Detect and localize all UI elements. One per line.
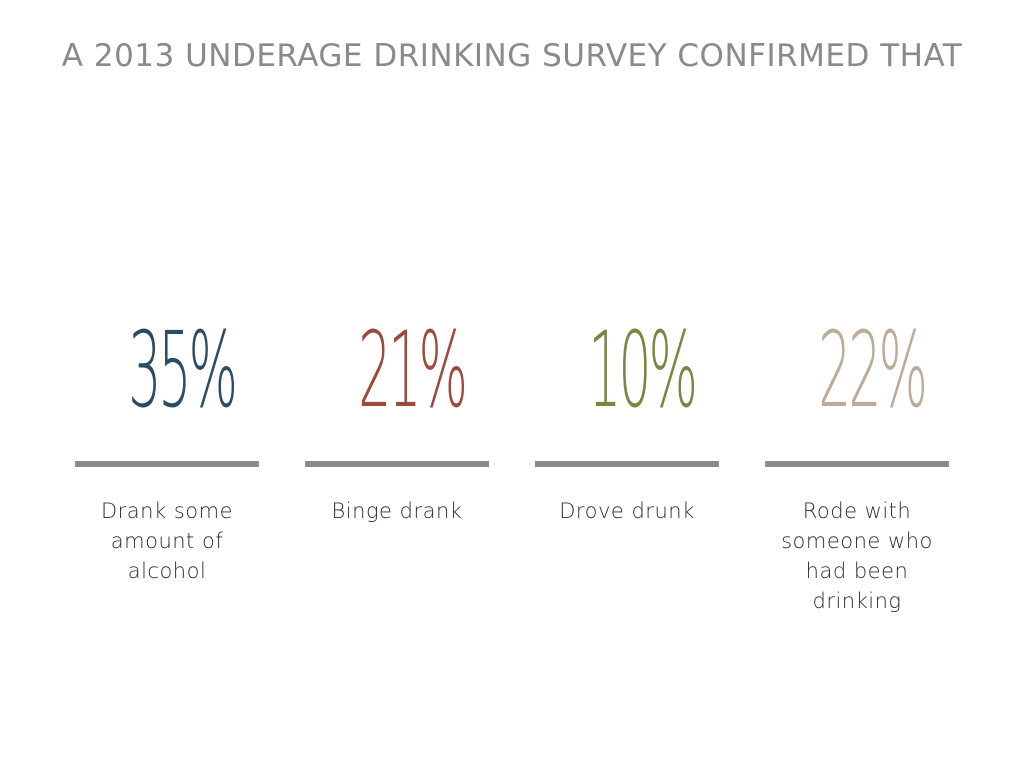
stat-percentage: 21% xyxy=(358,309,468,431)
stat-label: Rode with someone who had been drinking xyxy=(781,499,933,613)
stat-value-container: 35% xyxy=(75,300,259,440)
stat-drank-alcohol: 35% Drank some amount of alcohol xyxy=(75,0,259,768)
stat-value-container: 10% xyxy=(535,300,719,440)
stat-divider xyxy=(765,461,949,467)
stat-label: Binge drank xyxy=(331,499,463,523)
stat-binge-drank: 21% Binge drank xyxy=(305,0,489,768)
stat-label: Drove drunk xyxy=(559,499,695,523)
stat-percentage: 10% xyxy=(588,309,698,431)
stat-rode-with-drinker: 22% Rode with someone who had been drink… xyxy=(765,0,949,768)
stat-divider xyxy=(305,461,489,467)
stat-divider xyxy=(75,461,259,467)
stat-divider xyxy=(535,461,719,467)
stat-label: Drank some amount of alcohol xyxy=(101,499,233,583)
stat-value-container: 21% xyxy=(305,300,489,440)
slide-title: A 2013 UNDERAGE DRINKING SURVEY CONFIRME… xyxy=(61,38,963,74)
stat-percentage: 35% xyxy=(128,309,238,431)
stat-drove-drunk: 10% Drove drunk xyxy=(535,0,719,768)
stat-percentage: 22% xyxy=(818,309,928,431)
stat-value-container: 22% xyxy=(765,300,949,440)
